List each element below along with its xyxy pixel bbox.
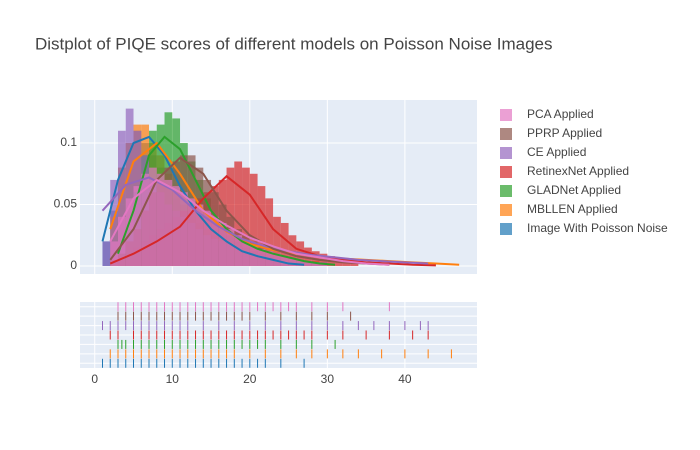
histogram-bar bbox=[172, 186, 181, 267]
histogram-bar bbox=[180, 192, 188, 267]
legend-label: MBLLEN Applied bbox=[527, 202, 618, 216]
histogram-bar bbox=[304, 247, 312, 267]
histogram-bar bbox=[218, 222, 227, 267]
histogram-bar bbox=[102, 241, 111, 267]
density-curve bbox=[109, 178, 390, 266]
y-tick-label: 0.05 bbox=[54, 197, 78, 211]
chart-title: Distplot of PIQE scores of different mod… bbox=[35, 34, 553, 53]
x-tick-label: 10 bbox=[166, 372, 180, 386]
x-tick-label: 30 bbox=[321, 372, 335, 386]
histogram-bar bbox=[265, 198, 274, 267]
histogram-bar bbox=[211, 216, 219, 267]
density-curve bbox=[101, 135, 305, 266]
histogram-bar bbox=[280, 222, 289, 267]
legend-swatch bbox=[500, 128, 512, 140]
x-tick-label: 40 bbox=[398, 372, 412, 386]
legend-swatch bbox=[500, 204, 512, 216]
density-curve bbox=[117, 135, 336, 266]
legend-swatch bbox=[500, 166, 512, 178]
legend-swatch bbox=[500, 223, 512, 235]
histogram-bar bbox=[242, 241, 250, 267]
y-tick-label: 0 bbox=[70, 258, 77, 272]
histogram-bar bbox=[304, 261, 312, 267]
histogram-bar bbox=[257, 186, 266, 267]
histogram-bar bbox=[296, 259, 305, 267]
legend-label: CE Applied bbox=[527, 145, 586, 159]
histogram-bar bbox=[203, 210, 212, 267]
histogram-bar bbox=[156, 173, 165, 267]
histogram-bar bbox=[242, 167, 250, 267]
histogram-bar bbox=[311, 262, 320, 267]
histogram-bar bbox=[288, 235, 297, 267]
histogram-bar bbox=[342, 261, 351, 267]
x-tick-label: 0 bbox=[91, 372, 98, 386]
legend-label: PPRP Applied bbox=[527, 126, 602, 140]
legend-label: Image With Poisson Noise bbox=[527, 221, 668, 235]
histogram-bar bbox=[234, 161, 243, 267]
histogram-bar bbox=[149, 167, 157, 267]
legend-swatch bbox=[500, 185, 512, 197]
histogram-bar bbox=[280, 256, 289, 267]
legend-swatch bbox=[500, 147, 512, 159]
histogram-bar bbox=[226, 229, 235, 267]
density-curve bbox=[109, 174, 436, 267]
histogram-bar bbox=[234, 235, 243, 267]
histogram-bar bbox=[125, 198, 134, 267]
histogram-bar bbox=[273, 216, 281, 267]
legend-label: RetinexNet Applied bbox=[527, 164, 629, 178]
legend-swatch bbox=[500, 109, 512, 121]
histogram-bar bbox=[164, 179, 173, 267]
histogram-bar bbox=[249, 173, 258, 267]
histogram-bar bbox=[288, 258, 297, 267]
histogram-bar bbox=[110, 179, 118, 267]
y-tick-label: 0.1 bbox=[60, 135, 77, 149]
legend-label: PCA Applied bbox=[527, 107, 594, 121]
histogram-bar bbox=[195, 204, 204, 267]
histogram-bar bbox=[350, 262, 359, 267]
legend-label: GLADNet Applied bbox=[527, 183, 621, 197]
histogram-bar bbox=[187, 198, 196, 267]
histogram-bar bbox=[125, 108, 134, 267]
histogram-bar bbox=[141, 173, 150, 267]
x-tick-label: 20 bbox=[243, 372, 257, 386]
histogram-bar bbox=[133, 186, 142, 267]
